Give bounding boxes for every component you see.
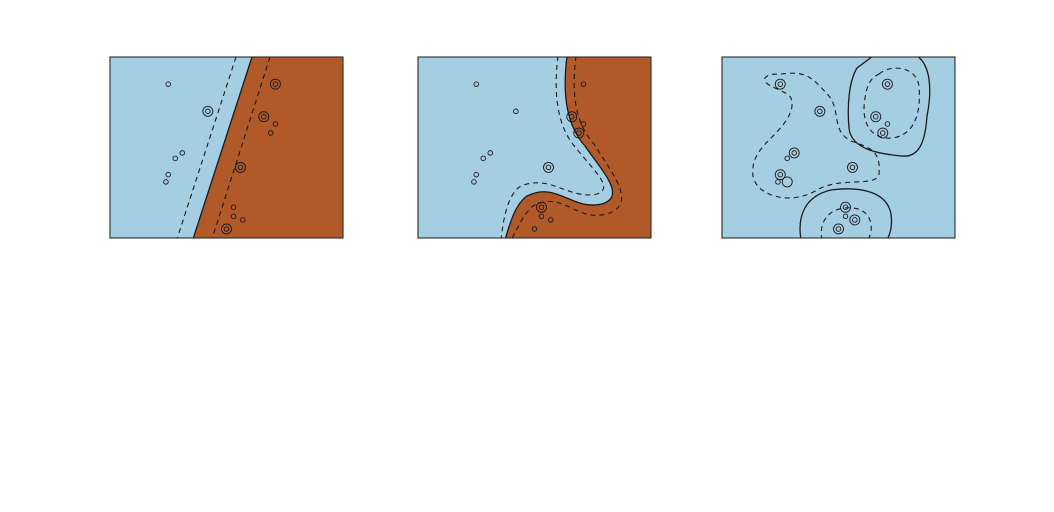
support-vector-ring: [269, 78, 281, 90]
linear-kernel-plot: [109, 56, 344, 239]
data-point: [849, 164, 856, 171]
data-point: [473, 171, 480, 178]
data-point: [165, 81, 172, 87]
data-point: [172, 155, 178, 162]
support-vector-ring: [774, 169, 786, 181]
support-vector-ring: [566, 111, 578, 123]
margin-inner-upper: [863, 67, 920, 139]
data-point: [272, 81, 279, 87]
data-point: [548, 217, 554, 223]
data-point: [777, 81, 784, 87]
support-vector-ring: [814, 105, 826, 117]
decision-boundary: [504, 57, 614, 238]
margin-negative: [176, 57, 237, 238]
region-positive: [193, 57, 343, 238]
support-vector-ring: [781, 176, 793, 188]
data-point: [240, 217, 246, 223]
axes-frame: [109, 56, 344, 239]
data-point: [576, 130, 582, 136]
data-point: [223, 226, 230, 232]
margin-outer: [752, 72, 880, 199]
support-vector-ring: [221, 223, 232, 235]
data-point: [852, 217, 858, 223]
margin-negative: [500, 57, 605, 238]
support-vector-ring: [543, 161, 554, 173]
data-point: [473, 81, 480, 87]
data-point: [205, 108, 211, 115]
data-point: [884, 81, 891, 87]
support-vector-ring: [774, 78, 786, 90]
data-point: [569, 113, 575, 120]
region-positive-lower: [799, 188, 893, 238]
margin-positive: [211, 57, 271, 238]
data-point: [884, 121, 891, 127]
data-point: [784, 155, 790, 162]
data-point: [487, 150, 493, 156]
data-point: [777, 171, 784, 178]
data-point: [230, 213, 237, 220]
data-points: [163, 78, 281, 235]
data-point: [880, 130, 886, 136]
support-vector-ring: [788, 147, 800, 159]
data-point: [179, 150, 185, 156]
data-point: [480, 155, 486, 162]
data-point: [775, 179, 781, 185]
support-vector-ring: [870, 111, 882, 123]
support-vector-ring: [202, 105, 214, 117]
data-point: [230, 204, 237, 210]
region-negative: [722, 57, 955, 238]
data-point: [237, 164, 244, 171]
support-vector-ring: [833, 223, 844, 235]
region-positive-upper: [847, 57, 931, 157]
region-positive: [505, 57, 651, 238]
data-point: [580, 121, 587, 127]
data-point: [580, 81, 587, 87]
support-vector-ring: [877, 127, 889, 139]
data-point: [261, 113, 267, 120]
data-point: [268, 130, 274, 136]
data-point: [531, 226, 538, 232]
support-vector-ring: [235, 161, 246, 173]
data-point: [272, 121, 279, 127]
data-point: [471, 179, 477, 185]
support-vector-ring: [847, 161, 858, 173]
data-point: [842, 204, 849, 210]
support-vector-ring: [881, 78, 893, 90]
data-points: [774, 78, 893, 235]
data-point: [513, 108, 519, 115]
decision-boundary: [192, 57, 253, 238]
support-vector-ring: [258, 111, 270, 123]
data-point: [545, 164, 552, 171]
margin-inner-lower: [820, 207, 872, 238]
support-vector-ring: [840, 201, 851, 213]
rbf-kernel-plot: [721, 56, 956, 239]
polynomial-kernel-plot: [417, 56, 652, 239]
data-point: [842, 213, 849, 220]
data-points: [471, 81, 587, 232]
axes-frame: [721, 56, 956, 239]
support-vector-ring: [536, 201, 547, 213]
data-point: [538, 213, 545, 220]
data-point: [873, 113, 879, 120]
support-vector-ring: [573, 127, 585, 139]
data-point: [538, 204, 545, 210]
data-point: [817, 108, 823, 115]
data-point: [165, 171, 172, 178]
data-point: [835, 226, 842, 232]
data-point: [791, 150, 797, 156]
axes-frame: [417, 56, 652, 239]
support-vector-ring: [849, 214, 861, 226]
data-point: [163, 179, 169, 185]
